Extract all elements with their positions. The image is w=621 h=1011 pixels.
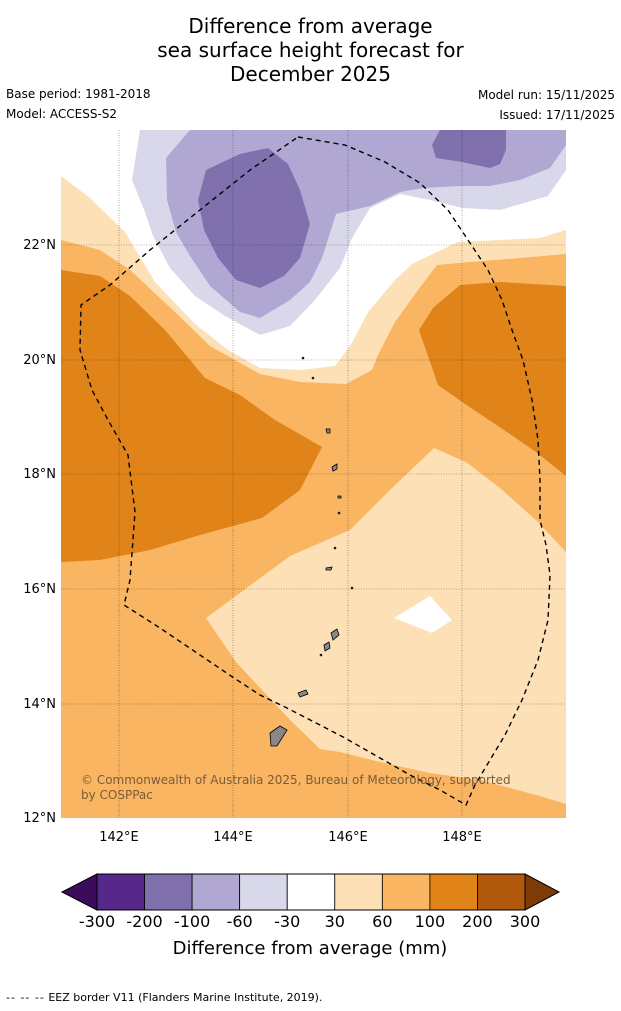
colorbar-tick-label: 300: [510, 912, 541, 931]
anomaly-band-neg100-neg200-east: [432, 130, 506, 168]
x-tick-144: 144°E: [213, 830, 253, 845]
island-sarigan: [333, 546, 337, 550]
y-tick-20: 20°N: [23, 353, 56, 368]
x-tick-labels: 142°E 144°E 146°E 148°E: [99, 830, 482, 845]
island-uracas: [325, 428, 331, 434]
base-period-text: Base period: 1981-2018: [6, 87, 151, 101]
islands: [269, 356, 354, 747]
island-pagan: [337, 495, 342, 499]
colorbar-low-extension: [60, 873, 98, 911]
anomaly-band-100-200-west: [61, 270, 322, 562]
colorbar-segment: [429, 873, 478, 911]
anomaly-band-30-60-south: [206, 448, 566, 804]
gridlines: [61, 130, 566, 818]
island-rota: [297, 689, 309, 698]
colorbar-segment: [144, 873, 193, 911]
title-line-2: sea surface height forecast for: [157, 38, 464, 62]
colorbar-tick-label: 100: [415, 912, 446, 931]
y-tick-22: 22°N: [23, 238, 56, 253]
issued-text: Issued: 17/11/2025: [499, 108, 615, 122]
model-text: Model: ACCESS-S2: [6, 107, 118, 121]
colorbar-segment: [286, 873, 336, 911]
colorbar-frame: [96, 873, 526, 911]
colorbar-tick-label: -200: [126, 912, 162, 931]
island-guam: [269, 725, 288, 747]
chart-title: Difference from average sea surface heig…: [0, 14, 621, 86]
island-farallon: [350, 586, 354, 590]
island-saipan: [330, 628, 340, 641]
colorbar-segment: [334, 873, 383, 911]
colorbar-segment: [191, 873, 241, 911]
island-north-2: [311, 376, 315, 380]
colorbar-tick-label: 200: [462, 912, 493, 931]
colorbar-segment: [239, 873, 288, 911]
y-tick-18: 18°N: [23, 467, 56, 482]
island-tinian: [323, 641, 331, 652]
island-anatahan: [325, 566, 333, 571]
x-tick-146: 146°E: [328, 830, 368, 845]
y-tick-12: 12°N: [23, 811, 56, 826]
island-north: [301, 356, 305, 360]
island-aguijan: [319, 653, 323, 657]
colorbar-tick-labels: -300 -200 -100 -60 -30 30 60 100 200 300: [79, 912, 540, 931]
map-credit: © Commonwealth of Australia 2025, Bureau…: [81, 773, 511, 802]
colorbar-label: Difference from average (mm): [173, 938, 448, 959]
colorbar-tick-label: -30: [274, 912, 300, 931]
colorbar-segment: [477, 873, 526, 911]
eez-legend-text: EEZ border V11 (Flanders Marine Institut…: [48, 991, 323, 1004]
model-run-text: Model run: 15/11/2025: [477, 88, 615, 102]
y-tick-labels: 12°N 14°N 16°N 18°N 20°N 22°N: [23, 238, 56, 826]
colorbar-high-extension: [524, 873, 561, 911]
anomaly-band-100-200-east: [419, 282, 566, 476]
credit-line-2: by COSPPac: [81, 788, 153, 802]
y-tick-16: 16°N: [23, 582, 56, 597]
colorbar-tick-label: -100: [174, 912, 210, 931]
anomaly-band-neutral-hole: [394, 596, 452, 633]
y-tick-14: 14°N: [23, 697, 56, 712]
title-line-1: Difference from average: [188, 14, 433, 38]
title-line-3: December 2025: [230, 62, 391, 86]
eez-legend-dash: -- -- --: [6, 991, 45, 1004]
island-alamagan: [337, 511, 341, 515]
colorbar-tick-label: 60: [372, 912, 392, 931]
map-area: [61, 130, 566, 818]
island-agrihan: [331, 463, 338, 472]
colorbar-tick-label: 30: [325, 912, 345, 931]
credit-line-1: © Commonwealth of Australia 2025, Bureau…: [81, 773, 511, 787]
colorbar-tick-label: -300: [79, 912, 115, 931]
x-tick-142: 142°E: [99, 830, 139, 845]
colorbar-segment: [381, 873, 431, 911]
colorbar-segment: [96, 873, 145, 911]
footer-note: -- -- -- EEZ border V11 (Flanders Marine…: [6, 991, 322, 1004]
anomaly-band-neg100-neg200-west: [198, 148, 310, 288]
colorbar: -300 -200 -100 -60 -30 30 60 100 200 300 Differen…: [60, 873, 561, 959]
colorbar-segments: [96, 873, 526, 911]
colorbar-tick-label: -60: [227, 912, 253, 931]
x-tick-148: 148°E: [442, 830, 482, 845]
eez-border: [79, 136, 551, 806]
